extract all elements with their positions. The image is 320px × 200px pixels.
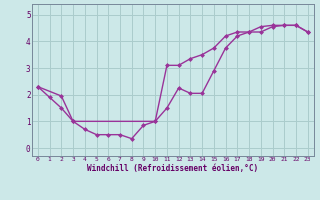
X-axis label: Windchill (Refroidissement éolien,°C): Windchill (Refroidissement éolien,°C) bbox=[87, 164, 258, 173]
